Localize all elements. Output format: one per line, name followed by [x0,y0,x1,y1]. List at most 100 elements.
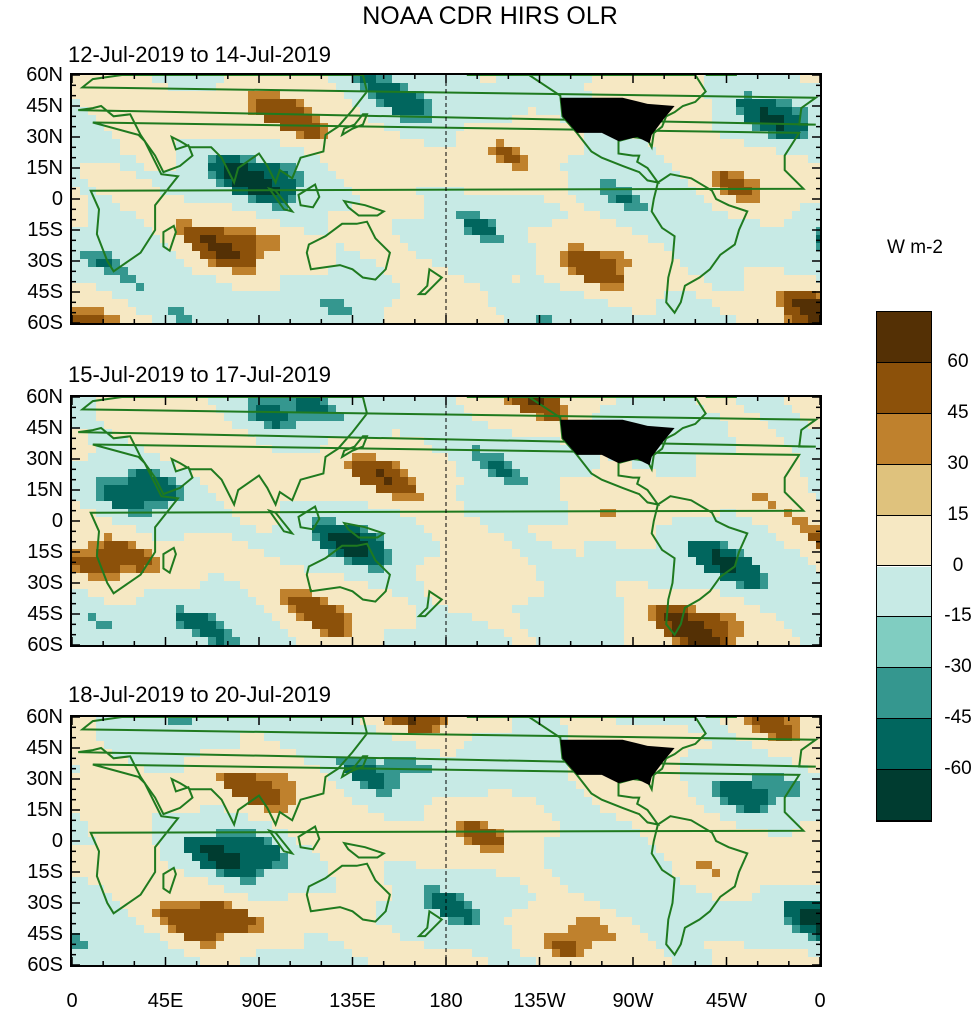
colorbar-box [877,362,931,414]
colorbar-label: 45 [947,401,969,423]
lat-tick-label: 15N [26,157,63,179]
lat-tick-label: 0 [51,830,63,852]
coastline-madagascar [162,866,177,895]
lon-tick-label: 135E [329,990,376,1012]
olr-field-3 [72,717,820,965]
lat-tick-label: 0 [51,510,63,532]
olr-field-1 [72,75,820,323]
lat-tick-label: 45S [27,923,63,945]
lat-tick-label: 45N [26,95,63,117]
coastline-borneo [297,504,321,531]
figure-title: NOAA CDR HIRS OLR [362,2,618,30]
masked-region-usa [560,419,675,466]
lat-tick-label: 15N [26,799,63,821]
lat-tick-label: 15N [26,479,63,501]
lat-tick-label: 60S [27,954,63,976]
panel-1-map [70,73,822,325]
lon-tick-label: 90E [241,990,277,1012]
colorbar-label: 60 [947,350,969,372]
colorbar-label: -30 [944,656,972,678]
coastline-north-america [466,397,707,506]
colorbar-box [877,464,931,516]
coastline-sumatra [266,828,295,856]
panel-2-title: 15-Jul-2019 to 17-Jul-2019 [68,362,331,387]
colorbar-units: W m-2 [887,237,943,258]
coastline-japan [340,755,369,780]
coastline-north-america [466,75,707,184]
colorbar-box [877,617,931,669]
colorbar-label: -15 [944,605,972,627]
colorbar-label: 15 [947,503,969,525]
lat-tick-label: 60N [26,64,63,86]
colorbar-box [877,515,931,567]
panel-1-title: 12-Jul-2019 to 14-Jul-2019 [68,42,331,67]
lat-tick-label: 30N [26,768,63,790]
lat-tick-label: 30N [26,126,63,148]
lon-tick-label: 0 [66,990,78,1012]
colorbar-box [877,668,931,720]
coastline-south-america [650,495,749,637]
lat-tick-label: 15S [27,541,63,563]
lon-tick-label: 0 [814,990,826,1012]
colorbar-box [877,566,931,618]
colorbar-label: -45 [944,707,972,729]
lon-tick-label: 90W [612,990,654,1012]
lat-tick-label: 30N [26,448,63,470]
colorbar [876,311,932,822]
olr-field-2 [72,397,820,645]
coastline-new-zealand [416,267,444,296]
lat-tick-label: 45S [27,281,63,303]
coastline-africa [89,763,806,915]
coastline-south-america [650,815,749,957]
coastline-new-zealand [416,589,444,618]
coastline-australia [305,220,392,281]
lon-tick-label: 45E [147,990,184,1012]
panel-3-title: 18-Jul-2019 to 20-Jul-2019 [68,682,331,707]
lat-tick-label: 60N [26,706,63,728]
lon-tick-label: 135W [513,990,566,1012]
coastline-eurasia [78,717,819,828]
coastline-borneo [297,824,321,851]
coastline-north-america [466,717,707,826]
coastline-africa [89,121,806,273]
colorbar-box [877,413,931,465]
lat-tick-label: 0 [51,188,63,210]
lat-tick-label: 30S [27,572,63,594]
lat-tick-label: 30S [27,892,63,914]
colorbar-label: 0 [952,554,964,576]
colorbar-box [877,312,931,363]
lat-tick-label: 15S [27,219,63,241]
colorbar-box [877,770,931,821]
coastline-new-guinea [342,521,386,539]
coastline-japan [340,113,369,138]
coastline-madagascar [162,546,177,575]
colorbar-box [877,719,931,771]
lat-tick-label: 60N [26,386,63,408]
coastline-eurasia [78,75,819,186]
coastline-new-guinea [342,199,386,217]
lon-tick-label: 180 [429,990,463,1012]
coastline-new-zealand [416,909,444,938]
coastline-eurasia [78,397,819,508]
lat-tick-label: 45N [26,417,63,439]
coastline-japan [340,435,369,460]
lat-tick-label: 60S [27,312,63,334]
coastline-sumatra [266,186,295,214]
lat-tick-label: 45N [26,737,63,759]
lat-tick-label: 60S [27,634,63,656]
panel-2-map [70,395,822,647]
lon-tick-label: 45W [705,990,748,1012]
coastline-australia [305,542,392,603]
colorbar-label: -60 [944,758,972,780]
coastline-africa [89,443,806,595]
lat-tick-label: 15S [27,861,63,883]
coastline-sumatra [266,508,295,536]
coastline-madagascar [162,224,177,253]
colorbar-label: 30 [947,452,969,474]
panel-3-map [70,715,822,967]
lat-tick-label: 45S [27,603,63,625]
coastline-south-america [650,173,749,315]
masked-region-usa [560,97,675,144]
coastline-australia [305,862,392,923]
coastline-new-guinea [342,841,386,859]
